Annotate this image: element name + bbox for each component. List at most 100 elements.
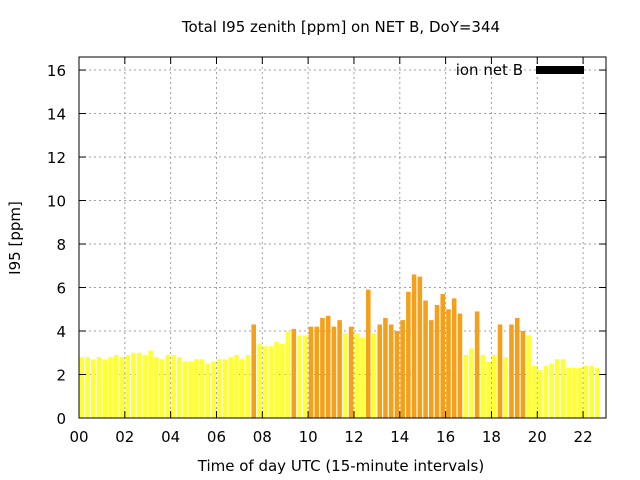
bar xyxy=(583,365,589,418)
x-tick-label: 06 xyxy=(207,428,226,446)
bar xyxy=(320,317,325,418)
y-tick-label: 6 xyxy=(56,280,66,298)
bar xyxy=(297,335,302,418)
y-tick-label: 0 xyxy=(56,410,66,428)
bar xyxy=(406,291,411,418)
bar xyxy=(325,315,331,418)
bar xyxy=(451,298,457,418)
bar xyxy=(377,324,383,418)
bar xyxy=(148,350,153,418)
bar xyxy=(429,320,434,418)
x-tick-label: 14 xyxy=(390,428,409,446)
plot-frame xyxy=(78,56,607,419)
bar xyxy=(291,328,297,418)
bar xyxy=(572,367,577,418)
bar xyxy=(113,354,119,418)
bar xyxy=(96,357,102,418)
bar xyxy=(400,320,405,418)
x-tick-label: 12 xyxy=(344,428,363,446)
grid xyxy=(79,57,606,418)
y-axis-label: I95 [ppm] xyxy=(6,201,24,275)
x-tick-label: 02 xyxy=(115,428,134,446)
bar xyxy=(457,313,463,418)
bar xyxy=(595,367,600,418)
bar xyxy=(136,352,142,418)
bar xyxy=(222,359,228,418)
bar xyxy=(108,357,113,418)
bar xyxy=(217,359,222,418)
bar xyxy=(486,361,491,418)
x-tick-label: 16 xyxy=(436,428,455,446)
bar xyxy=(251,324,256,418)
bar xyxy=(537,370,543,418)
bar xyxy=(577,367,583,418)
bar xyxy=(331,326,337,418)
bar xyxy=(171,354,176,418)
bar xyxy=(474,311,480,418)
bar xyxy=(348,326,354,418)
bar xyxy=(182,361,188,418)
bar xyxy=(234,354,239,418)
bar xyxy=(543,365,549,418)
bar xyxy=(274,341,279,418)
bar xyxy=(417,276,423,418)
bar xyxy=(85,357,90,418)
bar xyxy=(79,357,85,418)
bar xyxy=(520,331,526,418)
y-tick-label: 10 xyxy=(47,193,66,211)
bar xyxy=(211,361,216,418)
bar xyxy=(469,348,474,418)
bar xyxy=(555,359,560,418)
bar xyxy=(131,352,136,418)
bar xyxy=(314,326,320,418)
bar xyxy=(165,354,171,418)
bar xyxy=(388,324,394,418)
y-tick-label: 14 xyxy=(47,106,66,124)
y-tick-label: 16 xyxy=(47,62,66,80)
bar xyxy=(262,346,268,418)
bar xyxy=(176,357,182,418)
x-tick-label: 18 xyxy=(482,428,501,446)
bar xyxy=(239,359,245,418)
x-tick-label: 10 xyxy=(299,428,318,446)
bar xyxy=(142,354,148,418)
bar xyxy=(492,354,497,418)
bar xyxy=(257,344,262,418)
bar xyxy=(159,359,165,418)
x-tick-label: 00 xyxy=(69,428,88,446)
bar xyxy=(268,346,274,418)
x-axis-label: Time of day UTC (15-minute intervals) xyxy=(197,457,484,475)
bar xyxy=(91,359,96,418)
bars xyxy=(79,274,600,418)
bar xyxy=(497,324,503,418)
legend-label: ion net B xyxy=(456,61,523,79)
bar xyxy=(354,333,360,418)
bar xyxy=(560,359,566,418)
bar xyxy=(119,357,125,418)
x-tick-label: 20 xyxy=(528,428,547,446)
x-tick-label: 22 xyxy=(574,428,593,446)
x-tick-label: 04 xyxy=(161,428,180,446)
bar xyxy=(394,331,400,418)
bar xyxy=(463,354,468,418)
bar xyxy=(245,354,251,418)
bar xyxy=(360,337,365,418)
bar xyxy=(199,359,205,418)
bar xyxy=(188,361,193,418)
x-tick-label: 08 xyxy=(253,428,272,446)
bar xyxy=(383,317,388,418)
bar xyxy=(589,365,594,418)
bar xyxy=(205,363,211,418)
bar xyxy=(440,294,446,418)
bar xyxy=(411,274,417,418)
bar xyxy=(285,331,291,418)
bar xyxy=(308,326,314,418)
y-tick-label: 8 xyxy=(56,236,66,254)
bar xyxy=(509,324,514,418)
bar xyxy=(434,304,440,418)
bar xyxy=(365,289,371,418)
y-tick-label: 12 xyxy=(47,149,66,167)
bar xyxy=(549,363,554,418)
bar xyxy=(503,357,509,418)
